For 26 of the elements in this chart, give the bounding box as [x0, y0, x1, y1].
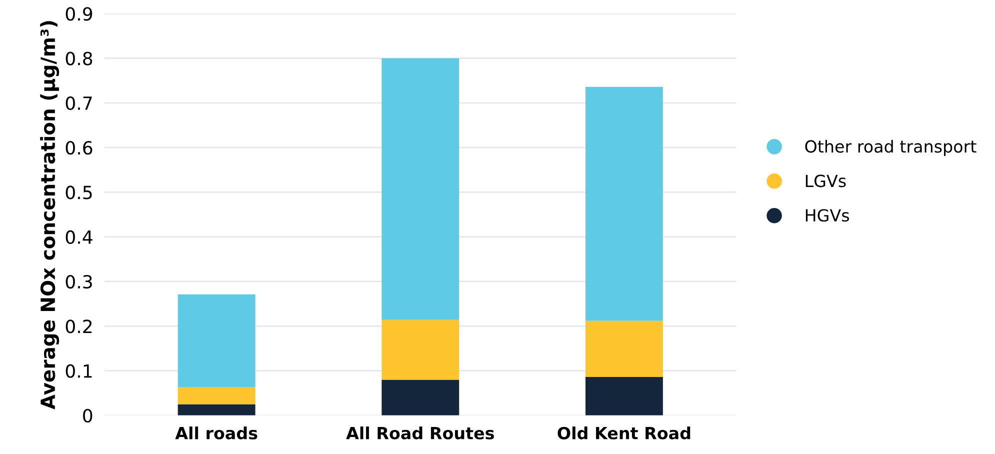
y-tick-label: 0.5 — [66, 186, 92, 200]
bar — [585, 320, 663, 378]
y-tick-label: 0.7 — [66, 96, 92, 110]
y-tick-label: 0.8 — [66, 52, 92, 66]
y-tick-label: 0.3 — [66, 274, 92, 289]
bar — [178, 294, 256, 388]
bar — [382, 58, 460, 320]
bar — [585, 377, 663, 416]
x-tick-label: Old Kent Road — [558, 426, 690, 440]
y-tick-label: 0.2 — [66, 320, 92, 334]
y-tick-label: 0.6 — [66, 141, 92, 155]
x-tick-label: All Road Routes — [346, 426, 494, 440]
legend-label: Other road transport — [805, 140, 976, 156]
y-tick-label: 0.4 — [66, 230, 92, 244]
legend-label: LGVs — [806, 174, 846, 188]
x-tick-label: All roads — [175, 426, 258, 440]
y-axis-title: Average NOx concentration (µg/m³) — [40, 21, 60, 410]
bar — [178, 387, 256, 404]
legend-label: HGVs — [806, 209, 850, 222]
bar — [585, 86, 663, 321]
y-tick-label: 0.9 — [66, 7, 92, 21]
y-tick-label: 0 — [83, 408, 92, 423]
bar — [382, 320, 460, 380]
bar — [382, 380, 460, 416]
y-tick-label: 0.1 — [66, 364, 92, 378]
bar — [178, 404, 256, 416]
